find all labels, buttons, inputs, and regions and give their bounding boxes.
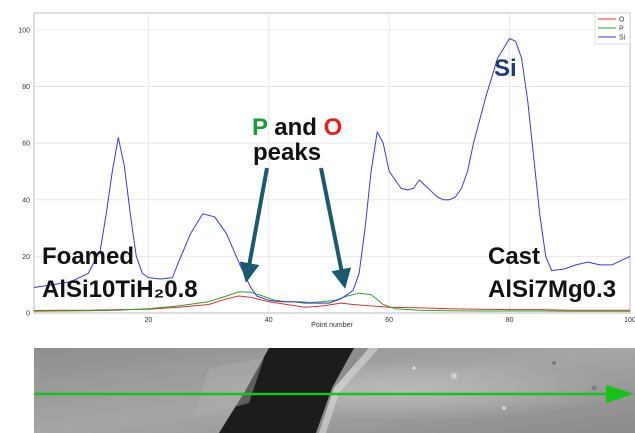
y-tick-label: 20 xyxy=(22,254,30,261)
y-tick-label: 100 xyxy=(18,27,30,34)
annotation-cast-alloy: AlSi7Mg0.3 xyxy=(488,276,616,303)
annotation-cast: Cast xyxy=(488,243,540,270)
x-axis-label: Point number xyxy=(311,322,353,329)
annotation-foamed-alloy: AlSi10TiH₂0.8 xyxy=(42,276,198,303)
x-axis-ticks: 20 40 60 80 100 xyxy=(144,317,635,324)
y-axis-ticks: 0 20 40 60 80 100 xyxy=(18,27,30,317)
annotation-and: and xyxy=(268,114,324,141)
y-tick-label: 40 xyxy=(22,197,30,204)
arrow-right xyxy=(319,167,352,289)
legend: O P Si xyxy=(594,12,631,45)
sem-dark-band xyxy=(219,348,369,433)
x-tick-label: 80 xyxy=(506,317,514,324)
legend-label-p: P xyxy=(619,26,624,33)
x-tick-label: 60 xyxy=(385,317,393,324)
series-line-p xyxy=(33,291,630,312)
annotation-foamed: Foamed xyxy=(42,243,134,270)
y-tick-label: 60 xyxy=(22,141,30,148)
plot-area xyxy=(33,12,631,314)
annotation-o: O xyxy=(324,114,343,141)
annotation-p: P xyxy=(252,114,268,141)
x-tick-label: 100 xyxy=(624,317,635,324)
scan-line-arrowhead xyxy=(606,385,634,403)
x-tick-label: 20 xyxy=(144,317,152,324)
legend-label-si: Si xyxy=(619,35,626,42)
y-tick-label: 80 xyxy=(22,84,30,91)
sem-micrograph xyxy=(34,348,635,433)
series-line-o xyxy=(33,295,630,311)
x-tick-label: 40 xyxy=(265,317,273,324)
series-lines xyxy=(33,38,631,312)
annotation-si: Si xyxy=(494,55,517,82)
line-chart: 0 20 40 60 80 100 20 40 60 80 100 Point number O … xyxy=(18,12,635,329)
series-line-si xyxy=(33,38,631,304)
annotation-p-and-o: P and O xyxy=(252,114,342,141)
y-tick-label: 0 xyxy=(26,311,30,318)
annotation-peaks: peaks xyxy=(253,139,321,166)
grid xyxy=(34,13,630,313)
legend-label-o: O xyxy=(619,17,625,24)
arrow-left xyxy=(239,167,269,283)
